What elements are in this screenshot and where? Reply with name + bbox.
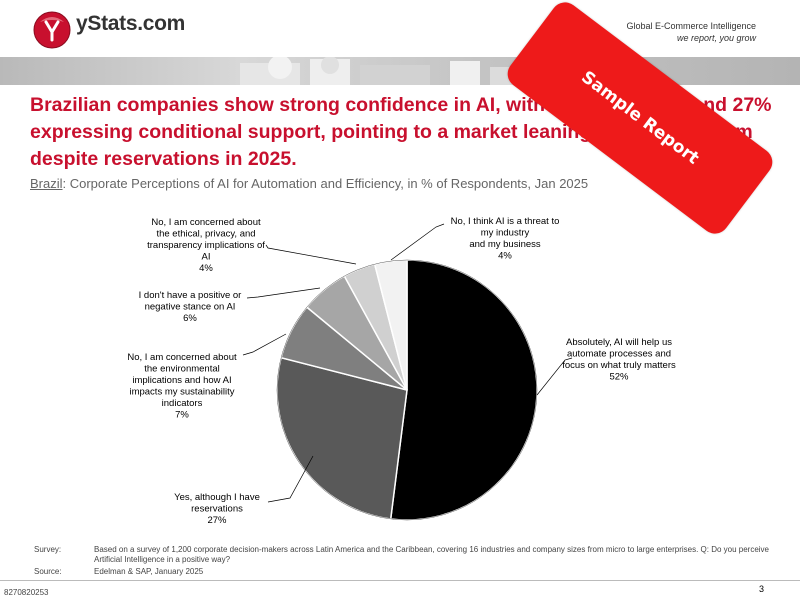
data-label-3-line-6: 7% <box>175 410 189 421</box>
data-label-5-line-5: 4% <box>199 263 213 274</box>
logo-text: yStats.com <box>76 12 186 35</box>
data-label-6-line-2: my industry <box>481 228 530 239</box>
leader-line-3 <box>242 333 287 356</box>
pie-outline <box>276 259 538 521</box>
tagline-line1: Global E-Commerce Intelligence <box>626 21 756 31</box>
footer-survey-row: Survey: Based on a survey of 1,200 corpo… <box>34 545 774 565</box>
data-label-5-line-1: No, I am concerned about <box>151 217 261 228</box>
document-id: 8270820253 <box>4 588 49 597</box>
footer-survey-text: Based on a survey of 1,200 corporate dec… <box>94 545 770 564</box>
data-label-3-line-5: indicators <box>162 398 203 409</box>
data-label-3: No, I am concerned about the environmenta… <box>127 352 237 421</box>
page-number: 3 <box>758 584 764 594</box>
chart-subtitle: Brazil: Corporate Perceptions of AI for … <box>30 176 588 191</box>
data-label-4: I don't have a positive or negative stanc… <box>139 290 242 324</box>
data-label-2-line-3: 27% <box>207 515 227 526</box>
footer-source-text: Edelman & SAP, January 2025 <box>94 567 204 576</box>
pie-chart: Absolutely, AI will help us automate proc… <box>127 216 676 526</box>
header-band-graphic <box>240 57 540 85</box>
pie-slice-absolutely-ai-will-help-us-automate-proc <box>389 259 538 521</box>
tagline-line2: we report, you grow <box>676 33 756 43</box>
data-label-1: Absolutely, AI will help us automate proc… <box>562 337 676 383</box>
footer-source-key: Source: <box>34 567 62 576</box>
data-label-5-line-2: the ethical, privacy, and <box>156 229 255 240</box>
tagline: Global E-Commerce Intelligence we report… <box>626 20 756 44</box>
data-label-3-line-3: implications and how AI <box>132 375 231 386</box>
data-label-4-line-3: 6% <box>183 313 197 324</box>
data-label-6-line-4: 4% <box>498 251 512 262</box>
data-label-1-line-3: focus on what truly matters <box>562 360 676 371</box>
data-label-6-line-3: and my business <box>469 239 541 250</box>
subtitle-text: : Corporate Perceptions of AI for Automa… <box>62 176 589 191</box>
data-label-5: No, I am concerned about the ethical, pri… <box>147 217 265 274</box>
data-label-1-line-1: Absolutely, AI will help us <box>566 337 672 348</box>
data-label-6-line-1: No, I think AI is a threat to <box>451 216 560 227</box>
header: yStats.com Global E-Commerce Intelligenc… <box>0 0 800 58</box>
leader-line-4 <box>246 287 321 299</box>
data-label-1-line-4: 52% <box>609 372 629 383</box>
data-label-4-line-1: I don't have a positive or <box>139 290 242 301</box>
data-label-5-line-3: transparency implications of <box>147 240 265 251</box>
leader-line-2 <box>267 455 314 503</box>
footer-source-row: Source: Edelman & SAP, January 2025 <box>34 567 774 577</box>
leader-line-5 <box>265 244 357 265</box>
data-label-4-line-2: negative stance on AI <box>145 302 236 313</box>
data-label-2-line-1: Yes, although I have <box>174 492 260 503</box>
footer-survey-key: Survey: <box>34 545 62 554</box>
data-label-3-line-2: the environmental <box>144 364 220 375</box>
leader-line-1 <box>536 357 573 396</box>
data-label-2-line-2: reservations <box>191 504 243 515</box>
ystats-logo <box>33 11 71 49</box>
footer-divider <box>0 580 800 581</box>
leader-line-6 <box>390 223 445 261</box>
data-label-3-line-4: impacts my sustainability <box>129 387 234 398</box>
data-label-2: Yes, although I have reservations 27% <box>174 492 260 526</box>
data-label-3-line-1: No, I am concerned about <box>127 352 237 363</box>
header-band <box>0 57 800 85</box>
data-label-5-line-4: AI <box>202 252 211 263</box>
footer-notes: Survey: Based on a survey of 1,200 corpo… <box>34 545 774 579</box>
data-label-6: No, I think AI is a threat to my industry… <box>451 216 560 262</box>
subtitle-country: Brazil <box>30 176 63 191</box>
data-label-1-line-2: automate processes and <box>567 349 671 360</box>
